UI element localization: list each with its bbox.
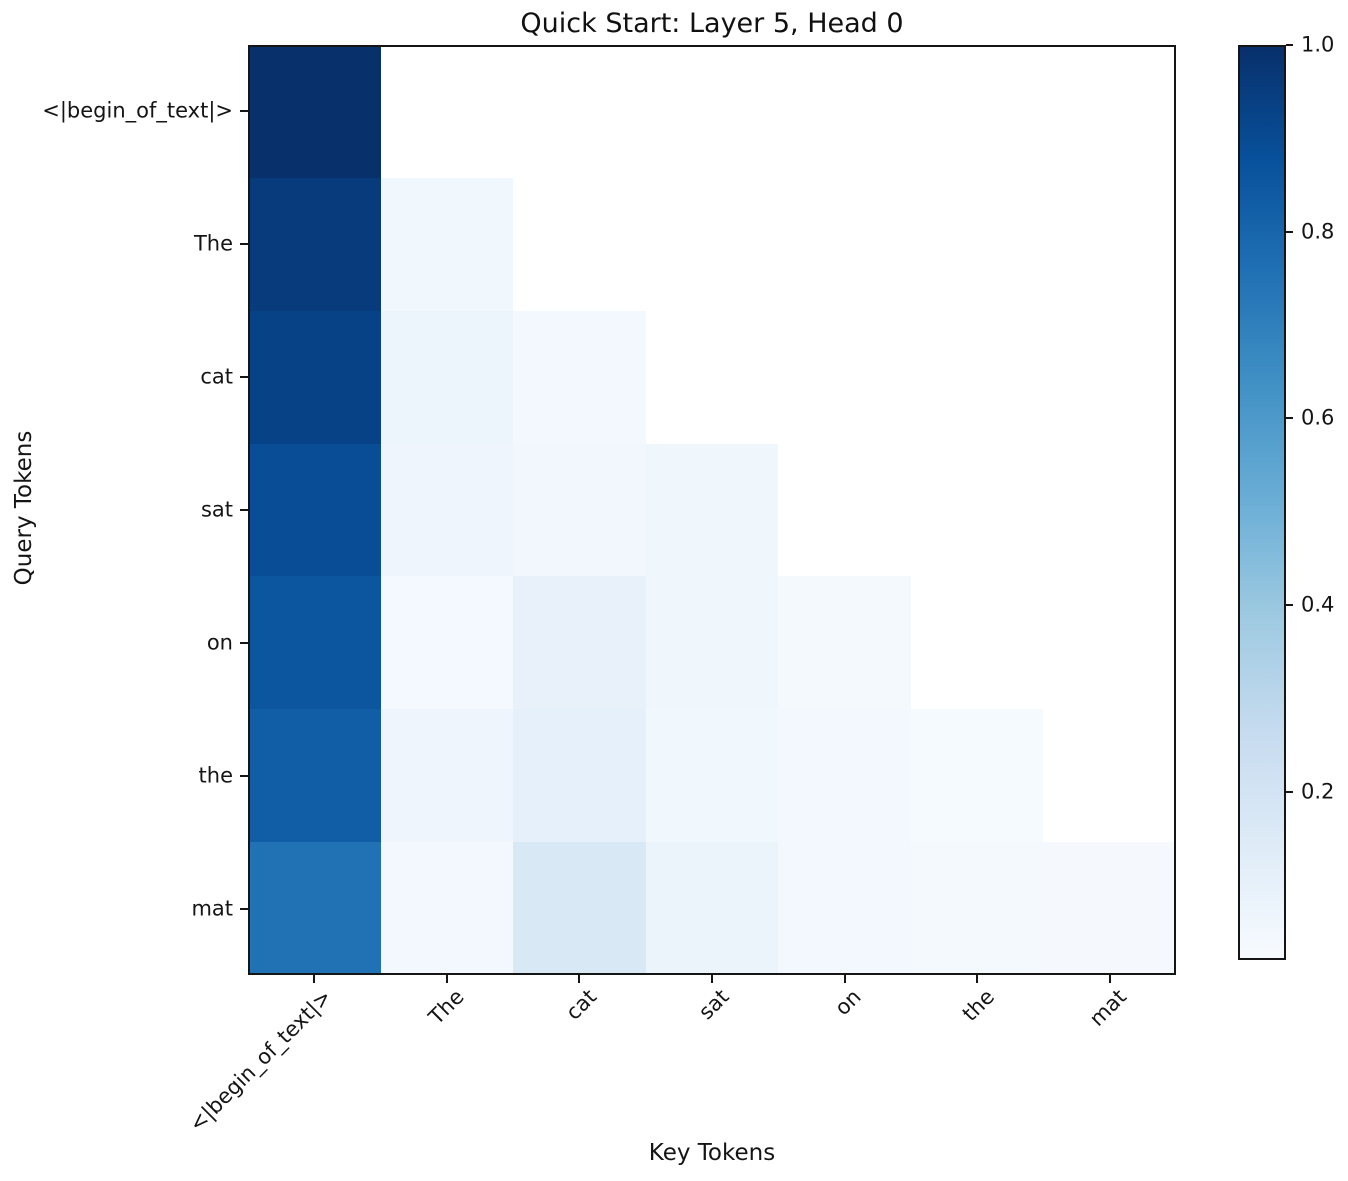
x-tick-label: the <box>957 984 999 1026</box>
heatmap-cell <box>513 443 646 577</box>
x-axis-label: Key Tokens <box>648 1140 776 1166</box>
heatmap-cell <box>778 45 911 178</box>
colorbar <box>1238 45 1286 960</box>
heatmap-cell <box>1043 310 1176 444</box>
colorbar-tick-mark <box>1286 604 1293 607</box>
heatmap-cell <box>1043 842 1176 975</box>
heatmap-cell <box>380 45 514 178</box>
colorbar-tick-label: 0.8 <box>1301 219 1335 244</box>
heatmap-cell <box>645 177 779 311</box>
y-tick-mark <box>240 907 248 910</box>
x-tick-label: cat <box>560 984 601 1025</box>
heatmap-cell <box>910 443 1044 577</box>
colorbar-tick-mark <box>1286 790 1293 793</box>
chart-title: Quick Start: Layer 5, Head 0 <box>520 8 904 39</box>
heatmap-cell <box>645 576 779 710</box>
x-tick-mark <box>578 975 581 983</box>
y-tick-label: the <box>198 763 233 788</box>
heatmap-cell <box>380 709 514 843</box>
colorbar-tick-label: 0.6 <box>1301 405 1335 430</box>
heatmap-cell <box>1043 177 1176 311</box>
heatmap-cell <box>248 576 381 710</box>
heatmap-cell <box>910 310 1044 444</box>
x-tick-mark <box>976 975 979 983</box>
heatmap-cell <box>513 842 646 975</box>
colorbar-tick-mark <box>1286 417 1293 420</box>
heatmap-plot-area <box>248 45 1176 975</box>
heatmap-cell <box>778 177 911 311</box>
y-tick-mark <box>240 509 248 511</box>
heatmap-cell <box>645 310 779 444</box>
heatmap-cell <box>380 576 514 710</box>
x-tick-label: on <box>830 984 867 1021</box>
colorbar-tick-mark <box>1286 44 1293 46</box>
heatmap-cell <box>1043 443 1176 577</box>
colorbar-tick-mark <box>1286 230 1293 233</box>
heatmap-cell <box>248 310 381 444</box>
x-tick-mark <box>843 975 846 983</box>
heatmap-cell <box>380 310 514 444</box>
heatmap-cell <box>645 709 779 843</box>
x-tick-label: <|begin_of_text|> <box>183 984 336 1137</box>
heatmap-cell <box>778 443 911 577</box>
y-tick-label: cat <box>200 364 233 389</box>
heatmap-cell <box>513 45 646 178</box>
heatmap-cell <box>910 709 1044 843</box>
heatmap-cell <box>645 842 779 975</box>
heatmap-cell <box>380 177 514 311</box>
x-tick-label: mat <box>1084 984 1132 1031</box>
heatmap-cell <box>778 842 911 975</box>
y-tick-label: sat <box>200 497 233 522</box>
heatmap-cell <box>513 177 646 311</box>
heatmap-cell <box>248 45 381 178</box>
x-tick-mark <box>1108 975 1111 983</box>
heatmap-cell <box>778 310 911 444</box>
y-tick-label: <|begin_of_text|> <box>42 98 233 123</box>
heatmap-cell <box>645 443 779 577</box>
heatmap-cell <box>1043 45 1176 178</box>
y-tick-mark <box>240 243 248 246</box>
y-tick-mark <box>240 376 248 379</box>
colorbar-tick-label: 1.0 <box>1301 32 1335 57</box>
y-tick-mark <box>240 641 248 644</box>
heatmap-cell <box>380 842 514 975</box>
y-axis-label: Query Tokens <box>11 430 37 586</box>
y-tick-label: mat <box>191 896 233 921</box>
heatmap-cell <box>513 709 646 843</box>
heatmap-cell <box>645 45 779 178</box>
x-tick-label: sat <box>693 984 734 1025</box>
x-tick-mark <box>711 975 713 983</box>
heatmap-cell <box>513 310 646 444</box>
heatmap-cell <box>910 177 1044 311</box>
x-tick-mark <box>313 975 316 983</box>
heatmap-cell <box>248 842 381 975</box>
heatmap-cell <box>380 443 514 577</box>
heatmap-cell <box>248 443 381 577</box>
heatmap-cell <box>778 576 911 710</box>
heatmap-cell <box>1043 576 1176 710</box>
heatmap-cell <box>248 177 381 311</box>
colorbar-tick-label: 0.4 <box>1301 592 1335 617</box>
heatmap-cell <box>910 576 1044 710</box>
x-tick-label: The <box>423 984 469 1030</box>
y-tick-label: on <box>206 630 233 655</box>
heatmap-cell <box>1043 709 1176 843</box>
heatmap-cell <box>248 709 381 843</box>
colorbar-tick-label: 0.2 <box>1301 779 1335 804</box>
y-tick-mark <box>240 110 248 113</box>
heatmap-cell <box>778 709 911 843</box>
x-tick-mark <box>445 975 448 983</box>
heatmap-cell <box>513 576 646 710</box>
y-tick-label: The <box>193 231 233 256</box>
heatmap-cell <box>910 45 1044 178</box>
y-tick-mark <box>240 774 248 777</box>
heatmap-cell <box>910 842 1044 975</box>
